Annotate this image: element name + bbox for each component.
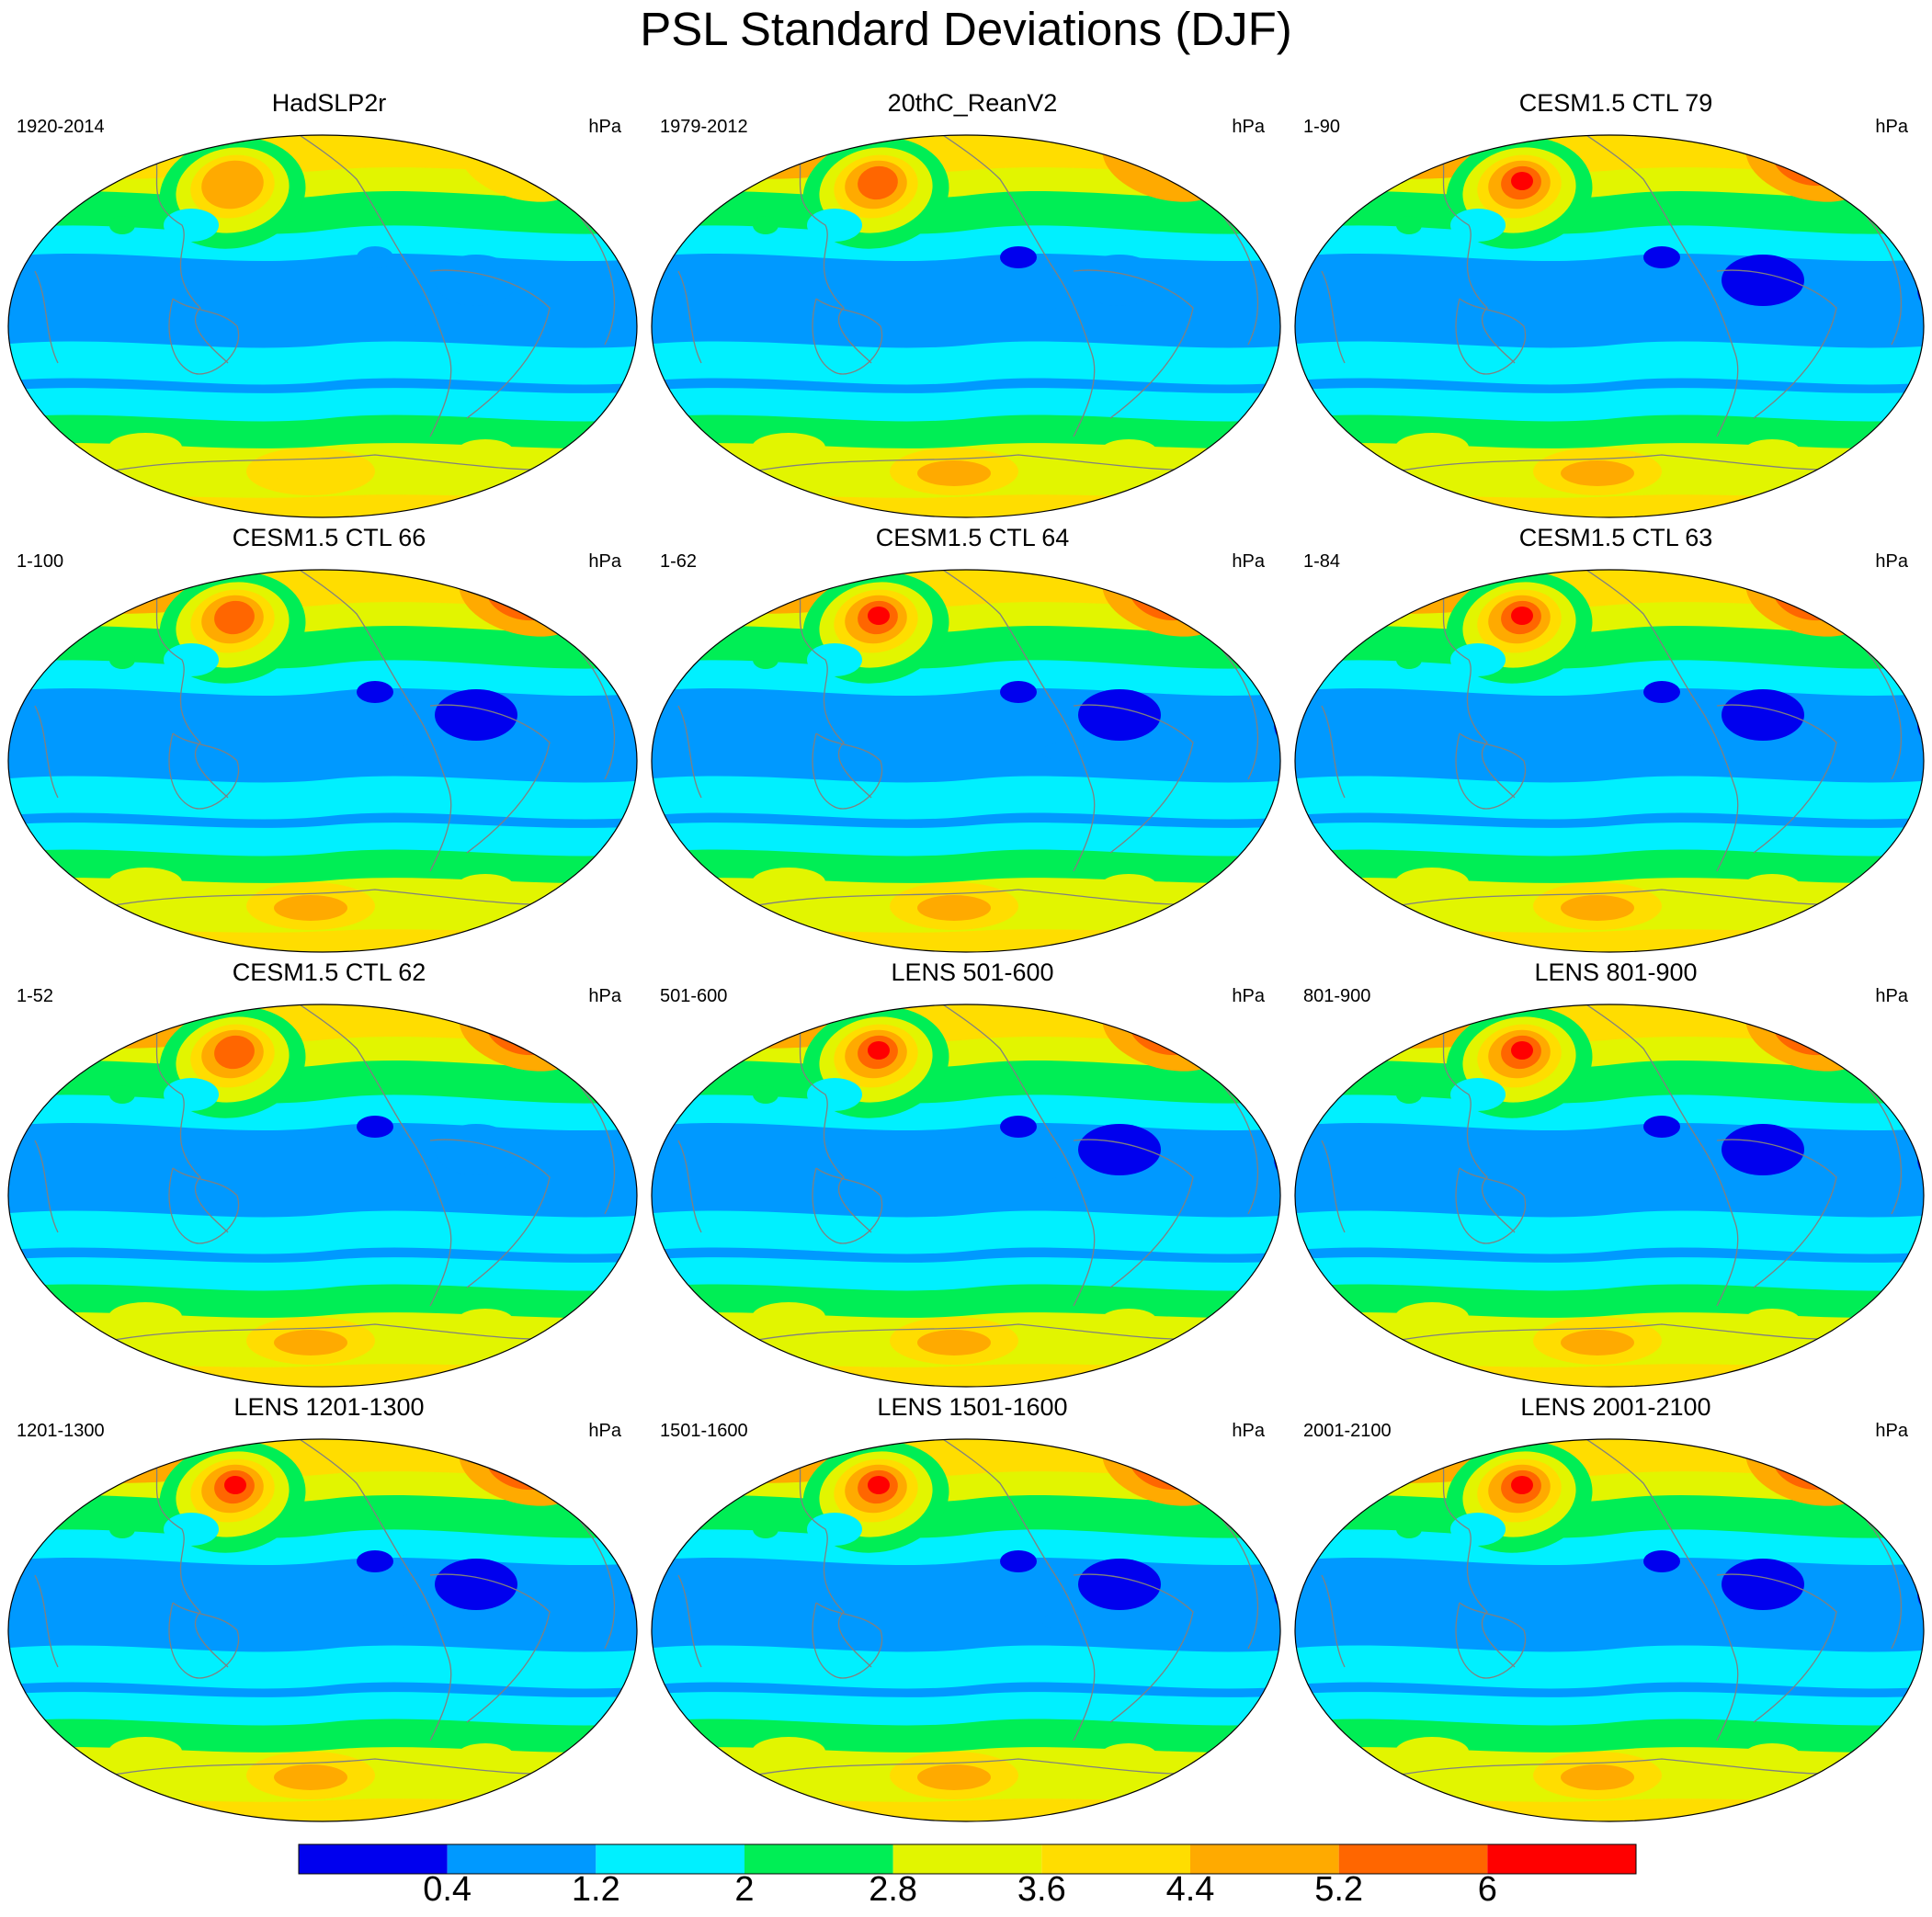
map-panel: CESM1.5 CTL 63 1-84 hPa	[1294, 522, 1932, 954]
map-projection	[651, 569, 1281, 953]
panel-units: hPa	[588, 117, 621, 137]
panel-units: hPa	[1875, 551, 1908, 572]
panel-title: CESM1.5 CTL 79	[1518, 89, 1713, 117]
map-projection	[7, 1004, 638, 1388]
panel-units: hPa	[1232, 117, 1265, 137]
panel-units: hPa	[1232, 1421, 1265, 1441]
panel-title: HadSLP2r	[271, 89, 387, 117]
panel-period: 501-600	[660, 986, 728, 1006]
panel-units: hPa	[588, 986, 621, 1006]
panel-title: CESM1.5 CTL 64	[875, 524, 1070, 551]
panel-period: 1-52	[17, 986, 54, 1006]
colorbar-tick-label: 2.8	[869, 1870, 918, 1909]
map-projection	[1294, 1438, 1925, 1822]
colorbar-frame	[298, 1843, 1637, 1875]
colorbar-tick-label: 4.4	[1165, 1870, 1215, 1909]
panel-units: hPa	[1875, 1421, 1908, 1441]
map-projection	[651, 1004, 1281, 1388]
panel-period: 1-62	[660, 551, 698, 572]
map-panel: CESM1.5 CTL 62 1-52 hPa	[7, 957, 651, 1389]
panel-title: 20thC_ReanV2	[887, 89, 1058, 117]
colorbar-tick-label: 3.6	[1017, 1870, 1066, 1909]
panel-title: LENS 801-900	[1534, 958, 1698, 986]
panel-title: CESM1.5 CTL 66	[232, 524, 426, 551]
panel-period: 1979-2012	[660, 117, 748, 137]
map-panel: LENS 501-600 501-600 hPa	[651, 957, 1294, 1389]
map-projection	[7, 134, 638, 518]
panel-title: LENS 501-600	[891, 958, 1054, 986]
map-panel: 20thC_ReanV2 1979-2012 hPa	[651, 87, 1294, 519]
panel-units: hPa	[1875, 986, 1908, 1006]
colorbar-tick-label: 5.2	[1314, 1870, 1364, 1909]
map-panel: HadSLP2r 1920-2014 hPa	[7, 87, 651, 519]
panel-title: LENS 1201-1300	[233, 1393, 425, 1421]
panel-period: 1201-1300	[17, 1421, 105, 1441]
panel-units: hPa	[1875, 117, 1908, 137]
panel-units: hPa	[1232, 986, 1265, 1006]
map-panel: LENS 801-900 801-900 hPa	[1294, 957, 1932, 1389]
panel-title: CESM1.5 CTL 63	[1518, 524, 1713, 551]
map-panel: LENS 1501-1600 1501-1600 hPa	[651, 1391, 1294, 1823]
panel-units: hPa	[588, 551, 621, 572]
panel-units: hPa	[588, 1421, 621, 1441]
map-projection	[651, 134, 1281, 518]
map-projection	[1294, 569, 1925, 953]
map-projection	[7, 569, 638, 953]
map-panel: CESM1.5 CTL 66 1-100 hPa	[7, 522, 651, 954]
panel-units: hPa	[1232, 551, 1265, 572]
panel-period: 1501-1600	[660, 1421, 748, 1441]
panel-period: 1-90	[1303, 117, 1341, 137]
colorbar-tick-label: 1.2	[571, 1870, 620, 1909]
figure-title: PSL Standard Deviations (DJF)	[640, 3, 1292, 55]
panel-period: 1-84	[1303, 551, 1341, 572]
map-panel: LENS 1201-1300 1201-1300 hPa	[7, 1391, 651, 1823]
panel-title: LENS 2001-2100	[1520, 1393, 1711, 1421]
map-projection	[651, 1438, 1281, 1822]
map-projection	[7, 1438, 638, 1822]
panel-period: 2001-2100	[1303, 1421, 1392, 1441]
panel-period: 1-100	[17, 551, 64, 572]
panel-title: CESM1.5 CTL 62	[232, 958, 426, 986]
panel-period: 801-900	[1303, 986, 1371, 1006]
map-projection	[1294, 1004, 1925, 1388]
colorbar-tick-label: 6	[1477, 1870, 1497, 1909]
map-panel: LENS 2001-2100 2001-2100 hPa	[1294, 1391, 1932, 1823]
map-projection	[1294, 134, 1925, 518]
map-panel: CESM1.5 CTL 79 1-90 hPa	[1294, 87, 1932, 519]
panel-period: 1920-2014	[17, 117, 105, 137]
map-panel: CESM1.5 CTL 64 1-62 hPa	[651, 522, 1294, 954]
colorbar-tick-label: 2	[734, 1870, 755, 1909]
colorbar-tick-label: 0.4	[423, 1870, 472, 1909]
panel-title: LENS 1501-1600	[877, 1393, 1068, 1421]
